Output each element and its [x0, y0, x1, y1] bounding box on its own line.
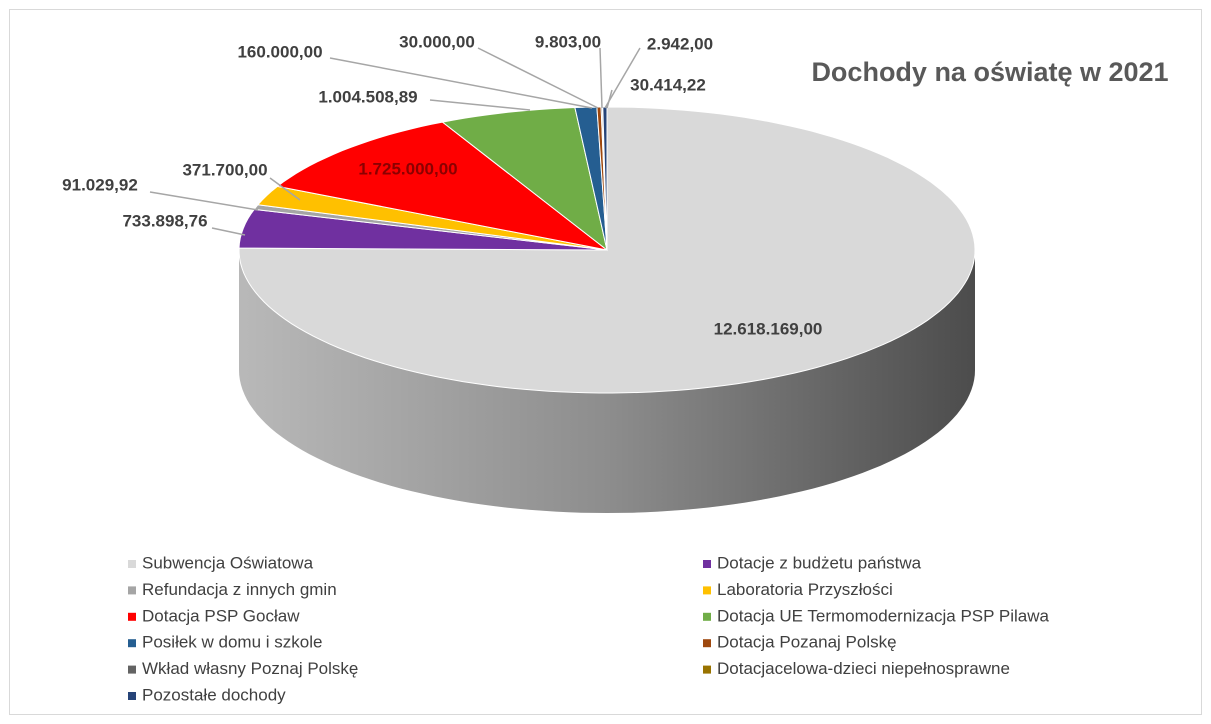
leader-line: [604, 47, 641, 109]
legend-label: Dotacje z budżetu państwa: [717, 553, 922, 572]
legend-marker: [128, 692, 136, 700]
legend-label: Dotacja PSP Gocław: [142, 606, 300, 625]
legend-marker: [128, 560, 136, 568]
pie-slice: [276, 121, 608, 251]
legend-label: Dotacjacelowa-dzieci niepełnosprawne: [717, 659, 1010, 678]
value-label: 12.618.169,00: [714, 319, 823, 338]
pie-side-shade: [239, 250, 975, 513]
value-label: 1.725.000,00: [358, 159, 457, 178]
legend-label: Pozostałe dochody: [142, 685, 286, 704]
value-label: 91.029,92: [62, 175, 138, 194]
legend-marker: [703, 612, 711, 621]
leader-line: [149, 191, 259, 211]
value-label: 2.942,00: [647, 34, 713, 53]
legend-label: Posiłek w domu i szkole: [142, 633, 322, 652]
leader-line: [269, 177, 301, 201]
value-label: 9.803,00: [535, 32, 601, 51]
leader-line: [211, 227, 246, 236]
value-label: 371.700,00: [182, 160, 267, 179]
pie-slice: [441, 106, 608, 252]
value-label: 160.000,00: [237, 42, 322, 61]
legend-marker: [703, 560, 711, 568]
legend-marker: [128, 665, 136, 674]
legend-marker: [128, 639, 136, 648]
leader-line: [429, 99, 531, 111]
value-label: 733.898,76: [122, 211, 207, 230]
leader-line: [599, 47, 603, 109]
leader-line: [477, 47, 599, 109]
value-label: 30.414,22: [630, 75, 706, 94]
chart-title: Dochody na oświatę w 2021: [811, 57, 1168, 87]
legend-marker: [128, 612, 136, 621]
legend-label: Laboratoria Przyszłości: [717, 580, 893, 599]
value-label: 30.000,00: [399, 32, 475, 51]
legend-label: Wkład własny Poznaj Polskę: [142, 659, 358, 678]
legend-marker: [703, 639, 711, 648]
legend-label: Refundacja z innych gmin: [142, 580, 337, 599]
leader-line: [329, 57, 593, 109]
legend-label: Subwencja Oświatowa: [142, 553, 314, 572]
legend-label: Dotacja Pozanaj Polskę: [717, 633, 897, 652]
legend-marker: [703, 665, 711, 674]
legend-marker: [703, 586, 711, 595]
legend-label: Dotacja UE Termomodernizacja PSP Pilawa: [717, 606, 1050, 625]
value-label: 1.004.508,89: [318, 87, 417, 106]
legend-marker: [128, 586, 136, 595]
leader-line: [606, 89, 613, 109]
